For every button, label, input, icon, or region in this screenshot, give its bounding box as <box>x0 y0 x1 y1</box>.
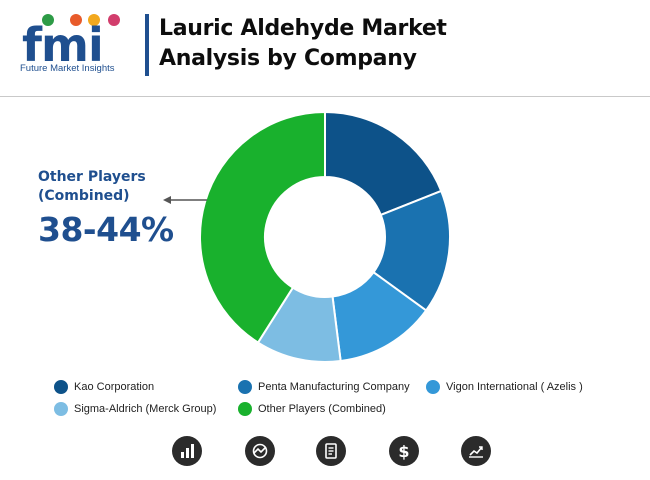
title-line-2: Analysis by Company <box>159 46 417 71</box>
page-title: Lauric Aldehyde Market Analysis by Compa… <box>159 14 447 74</box>
callout-arrow-head <box>163 196 171 204</box>
fmi-logo: fmi Future Market Insights <box>18 10 136 76</box>
callout-value: 38-44% <box>38 210 174 249</box>
document-icon <box>316 436 346 466</box>
logo-subtitle: Future Market Insights <box>20 63 115 74</box>
callout: Other Players (Combined) 38-44% <box>38 168 174 249</box>
legend-item: Vigon International ( Azelis ) <box>426 380 583 394</box>
logo-word: fmi <box>22 18 104 72</box>
bar-chart-icon <box>172 436 202 466</box>
callout-label: Other Players (Combined) <box>38 169 146 204</box>
legend-item: Penta Manufacturing Company <box>238 380 410 394</box>
donut-slice-1 <box>324 110 443 217</box>
dollar-icon: $ <box>389 436 419 466</box>
legend-item: Other Players (Combined) <box>238 402 386 416</box>
legend-label: Other Players (Combined) <box>258 403 386 415</box>
header-divider <box>145 14 149 76</box>
legend-swatch <box>54 402 68 416</box>
svg-text:$: $ <box>398 442 409 460</box>
analysis-chart-icon <box>245 436 275 466</box>
legend-label: Vigon International ( Azelis ) <box>446 381 583 393</box>
header-rule <box>0 96 650 97</box>
logo-dots-icon <box>42 14 120 26</box>
legend-swatch <box>426 380 440 394</box>
footer-icons: $ <box>0 432 650 472</box>
legend-label: Sigma-Aldrich (Merck Group) <box>74 403 217 415</box>
growth-chart-icon <box>461 436 491 466</box>
legend-item: Kao Corporation <box>54 380 154 394</box>
header: fmi Future Market Insights Lauric Aldehy… <box>0 0 650 95</box>
legend-label: Penta Manufacturing Company <box>258 381 410 393</box>
legend-swatch <box>238 402 252 416</box>
legend-label: Kao Corporation <box>74 381 155 393</box>
title-line-1: Lauric Aldehyde Market <box>159 16 447 41</box>
donut-slice-5 <box>199 110 326 344</box>
legend-swatch <box>54 380 68 394</box>
donut-chart <box>163 110 451 363</box>
legend-swatch <box>238 380 252 394</box>
legend-item: Sigma-Aldrich (Merck Group) <box>54 402 216 416</box>
